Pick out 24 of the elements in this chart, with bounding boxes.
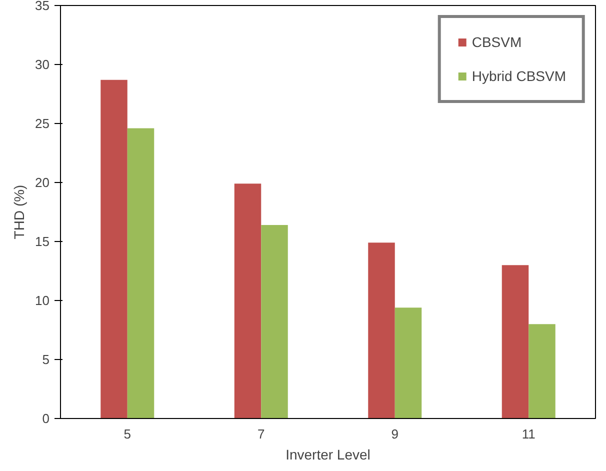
- y-tick-label: 15: [35, 234, 50, 249]
- y-tick-label: 25: [35, 116, 50, 131]
- bar: [127, 128, 154, 418]
- x-tick-label: 9: [391, 426, 398, 442]
- y-tick-label: 20: [35, 175, 50, 190]
- bar: [368, 242, 395, 418]
- x-axis-title: Inverter Level: [286, 446, 370, 462]
- y-tick-label: 30: [35, 57, 50, 72]
- y-axis-title: THD (%): [11, 184, 28, 240]
- bar: [528, 324, 556, 418]
- bar: [234, 184, 262, 418]
- bar: [100, 80, 128, 418]
- bar: [394, 308, 422, 418]
- y-tick-label: 5: [42, 352, 50, 367]
- bar: [502, 265, 529, 418]
- y-tick-label: 10: [35, 293, 50, 308]
- x-tick-label: 5: [124, 426, 131, 442]
- legend-label: Hybrid CBSVM: [472, 68, 566, 84]
- y-tick-label: 0: [42, 411, 50, 426]
- x-tick-label: 11: [522, 426, 536, 442]
- legend-label: CBSVM: [472, 34, 522, 50]
- bar: [261, 224, 288, 418]
- x-tick-label: 7: [258, 426, 265, 442]
- y-tick-label: 35: [35, 0, 50, 13]
